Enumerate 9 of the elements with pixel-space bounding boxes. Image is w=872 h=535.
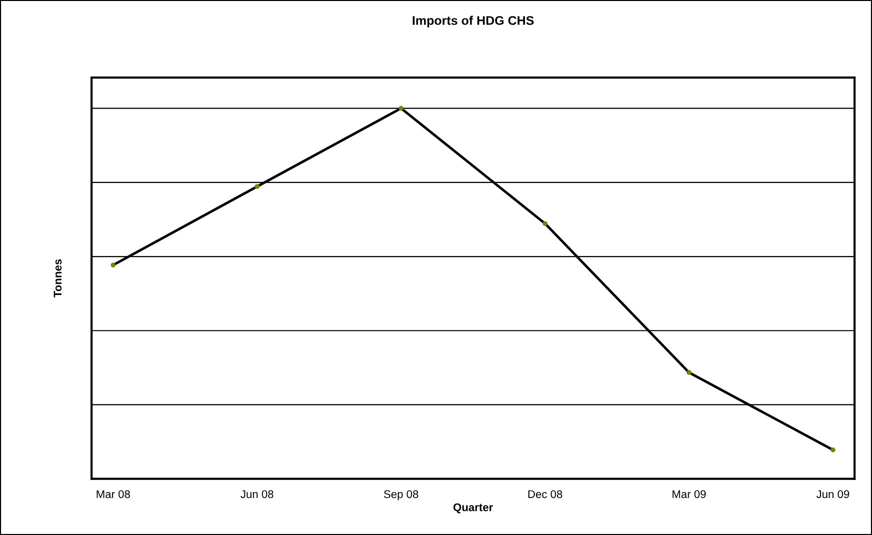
x-tick-label: Mar 08 <box>96 490 130 498</box>
x-tick-label: Jun 09 <box>816 490 850 498</box>
x-axis-title: Quarter <box>453 503 493 514</box>
chart-title: Imports of HDG CHS <box>412 16 534 28</box>
x-tick-label: Sep 08 <box>384 490 418 500</box>
x-tick-label: Mar 09 <box>672 490 706 498</box>
y-axis-title: Tonnes <box>54 259 62 298</box>
x-tick-label: Dec 08 <box>528 490 562 498</box>
x-tick-label: Jun 08 <box>240 490 274 498</box>
